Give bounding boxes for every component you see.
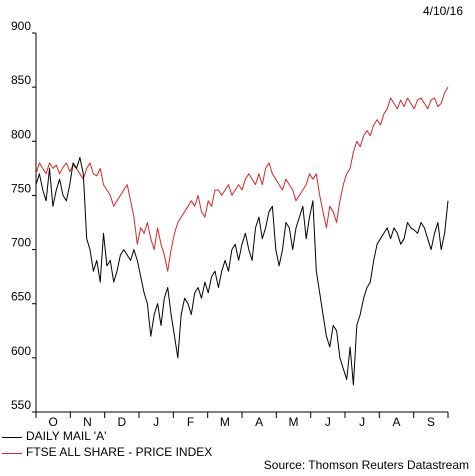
x-tick-label-3: J [153,415,159,429]
x-tick-label-4: F [187,415,194,429]
legend-entry-daily-mail: DAILY MAIL 'A' [0,428,212,444]
legend-label-ftse: FTSE ALL SHARE - PRICE INDEX [26,445,213,459]
x-tick-label-11: S [427,415,435,429]
legend-entry-ftse: FTSE ALL SHARE - PRICE INDEX [0,444,212,460]
x-tick-label-2: D [117,415,126,429]
series-line-0 [35,157,449,386]
x-tick-label-5: M [220,415,230,429]
x-tick-label-10: A [392,415,400,429]
chart-axes: 550 600 650 700 750 800 850 900 O N D J F M A M J J A S [11,19,449,429]
legend-label-daily-mail: DAILY MAIL 'A' [26,429,107,443]
legend: DAILY MAIL 'A' FTSE ALL SHARE - PRICE IN… [0,428,212,460]
y-tick-label-650: 650 [11,290,31,304]
series-line-1 [35,86,449,272]
y-tick-label-600: 600 [11,344,31,358]
x-tick-label-1: N [83,415,92,429]
y-tick-label-550: 550 [11,398,31,412]
y-tick-label-850: 850 [11,73,31,87]
chart-date: 4/10/16 [422,4,463,18]
legend-swatch-ftse [2,453,22,454]
chart-series [35,86,449,386]
x-tick-label-8: J [325,415,331,429]
x-tick-label-0: O [48,415,57,429]
y-tick-label-900: 900 [11,19,31,33]
chart-source: Source: Thomson Reuters Datastream [263,458,469,472]
y-tick-label-750: 750 [11,181,31,195]
x-tick-label-6: A [255,415,263,429]
x-tick-label-7: M [289,415,299,429]
legend-swatch-daily-mail [2,437,22,438]
y-tick-label-800: 800 [11,127,31,141]
x-tick-label-9: J [359,415,365,429]
y-tick-label-700: 700 [11,236,31,250]
